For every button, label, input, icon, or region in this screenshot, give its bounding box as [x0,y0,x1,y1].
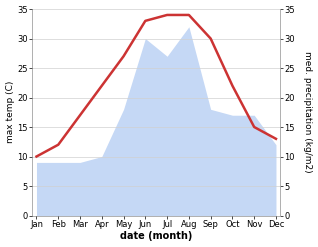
Y-axis label: max temp (C): max temp (C) [5,81,15,144]
X-axis label: date (month): date (month) [120,231,192,242]
Y-axis label: med. precipitation (kg/m2): med. precipitation (kg/m2) [303,51,313,173]
